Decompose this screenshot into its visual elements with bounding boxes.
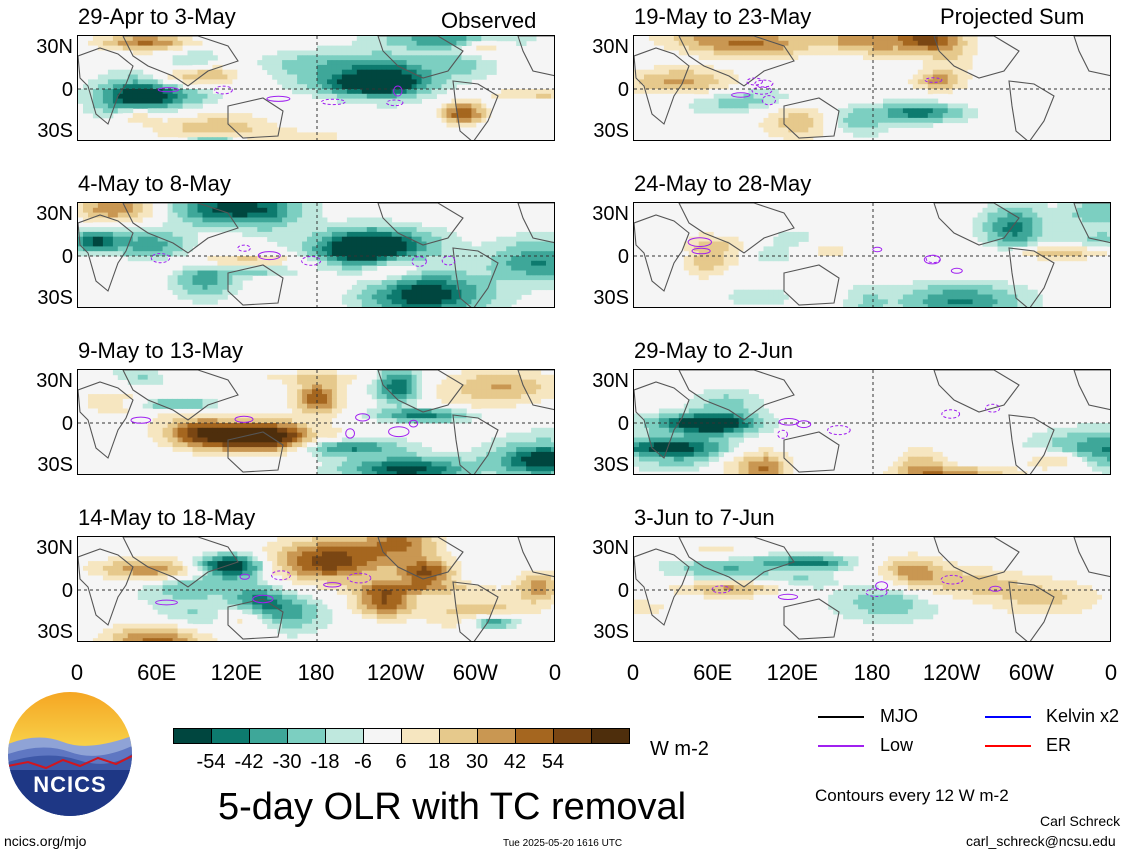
colorbar-label: 18 (427, 751, 451, 773)
panel-title: 24-May to 28-May (634, 171, 812, 196)
colorbar-swatch (287, 728, 326, 744)
lon-label: 120W (922, 660, 981, 685)
colorbar-label: -18 (310, 751, 340, 773)
lon-label: 0 (626, 660, 640, 685)
lat-label: 0 (617, 413, 629, 435)
lon-label: 120W (366, 660, 425, 685)
olr-map (77, 202, 555, 308)
panel-title: 9-May to 13-May (78, 338, 244, 363)
lat-label: 30S (593, 454, 629, 476)
colorbar-label: -42 (234, 751, 264, 773)
panel-title: 14-May to 18-May (78, 505, 256, 530)
legend-kelvin-line (985, 716, 1031, 718)
legend-mjo-line (818, 716, 864, 718)
olr-map (77, 536, 555, 642)
lat-label: 30S (593, 287, 629, 309)
olr-map (633, 35, 1111, 141)
lon-label: 0 (70, 660, 84, 685)
olr-map (633, 202, 1111, 308)
panel-title: 19-May to 23-May (634, 4, 812, 29)
colorbar-label: -30 (272, 751, 302, 773)
lat-label: 30N (592, 537, 629, 559)
lon-label: 60E (693, 660, 733, 685)
olr-map (77, 35, 555, 141)
lon-label: 60W (452, 660, 498, 685)
panel-title: 3-Jun to 7-Jun (634, 505, 775, 530)
olr-map (633, 369, 1111, 475)
legend-er-line (985, 745, 1031, 747)
colorbar-swatch (211, 728, 250, 744)
lat-label: 30N (36, 537, 73, 559)
lat-label: 0 (61, 246, 73, 268)
legend-er-label: ER (1046, 735, 1072, 755)
lat-label: 30N (36, 36, 73, 58)
lat-label: 30N (36, 203, 73, 225)
lat-label: 30N (592, 203, 629, 225)
lon-label: 120E (210, 660, 263, 685)
lat-label: 30N (36, 370, 73, 392)
author-email: carl_schreck@ncsu.edu (966, 833, 1116, 849)
lon-label: 0 (548, 660, 562, 685)
colorbar-swatch (173, 728, 212, 744)
lon-label: 60E (137, 660, 177, 685)
legend-low-label: Low (880, 735, 914, 755)
lat-label: 30S (593, 120, 629, 142)
lat-label: 0 (61, 580, 73, 602)
colorbar-swatch (515, 728, 554, 744)
lat-label: 30N (592, 36, 629, 58)
lat-label: 30S (593, 621, 629, 643)
panel-title: 29-May to 2-Jun (634, 338, 793, 363)
colorbar-swatch (249, 728, 288, 744)
lat-label: 0 (61, 413, 73, 435)
colorbar-label: -6 (354, 751, 372, 773)
legend-kelvin-label: Kelvin x2 (1046, 706, 1120, 726)
colorbar-swatch (439, 728, 478, 744)
colorbar-swatch (401, 728, 440, 744)
lat-label: 0 (617, 246, 629, 268)
colorbar-label: -54 (196, 751, 226, 773)
colorbar-swatch (363, 728, 402, 744)
lon-label: 180 (853, 660, 891, 685)
olr-map (633, 536, 1111, 642)
lat-label: 30S (37, 454, 73, 476)
lon-label: 0 (1104, 660, 1118, 685)
contours-note: Contours every 12 W m-2 (815, 786, 1009, 805)
colorbar-swatch (477, 728, 516, 744)
units-label: W m-2 (650, 738, 709, 760)
panel-title: 29-Apr to 3-May (78, 4, 236, 29)
main-title: 5-day OLR with TC removal (218, 786, 687, 828)
legend-mjo-label: MJO (880, 706, 918, 726)
lat-label: 30S (37, 120, 73, 142)
logo-text: NCICS (33, 772, 107, 797)
colorbar-swatch (553, 728, 592, 744)
observed-label: Observed (441, 8, 537, 33)
lon-label: 60W (1008, 660, 1054, 685)
lat-label: 0 (61, 79, 73, 101)
projected-sum-label: Projected Sum (940, 4, 1085, 29)
colorbar-label: 30 (465, 751, 489, 773)
colorbar-swatch (591, 728, 630, 744)
colorbar-swatch (325, 728, 364, 744)
lon-label: 120E (766, 660, 819, 685)
legend-low-line (818, 745, 864, 747)
timestamp: Tue 2025-05-20 1616 UTC (503, 838, 623, 849)
lat-label: 30N (592, 370, 629, 392)
colorbar-label: 42 (503, 751, 527, 773)
website-link[interactable]: ncics.org/mjo (4, 833, 87, 849)
colorbar-label: 6 (395, 751, 407, 773)
colorbar-label: 54 (541, 751, 565, 773)
author-name: Carl Schreck (1040, 813, 1121, 829)
lat-label: 0 (617, 580, 629, 602)
lon-label: 180 (297, 660, 335, 685)
panel-title: 4-May to 8-May (78, 171, 231, 196)
ncics-logo: NCICS (8, 692, 132, 816)
lat-label: 0 (617, 79, 629, 101)
lat-label: 30S (37, 621, 73, 643)
olr-map (77, 369, 555, 475)
lat-label: 30S (37, 287, 73, 309)
